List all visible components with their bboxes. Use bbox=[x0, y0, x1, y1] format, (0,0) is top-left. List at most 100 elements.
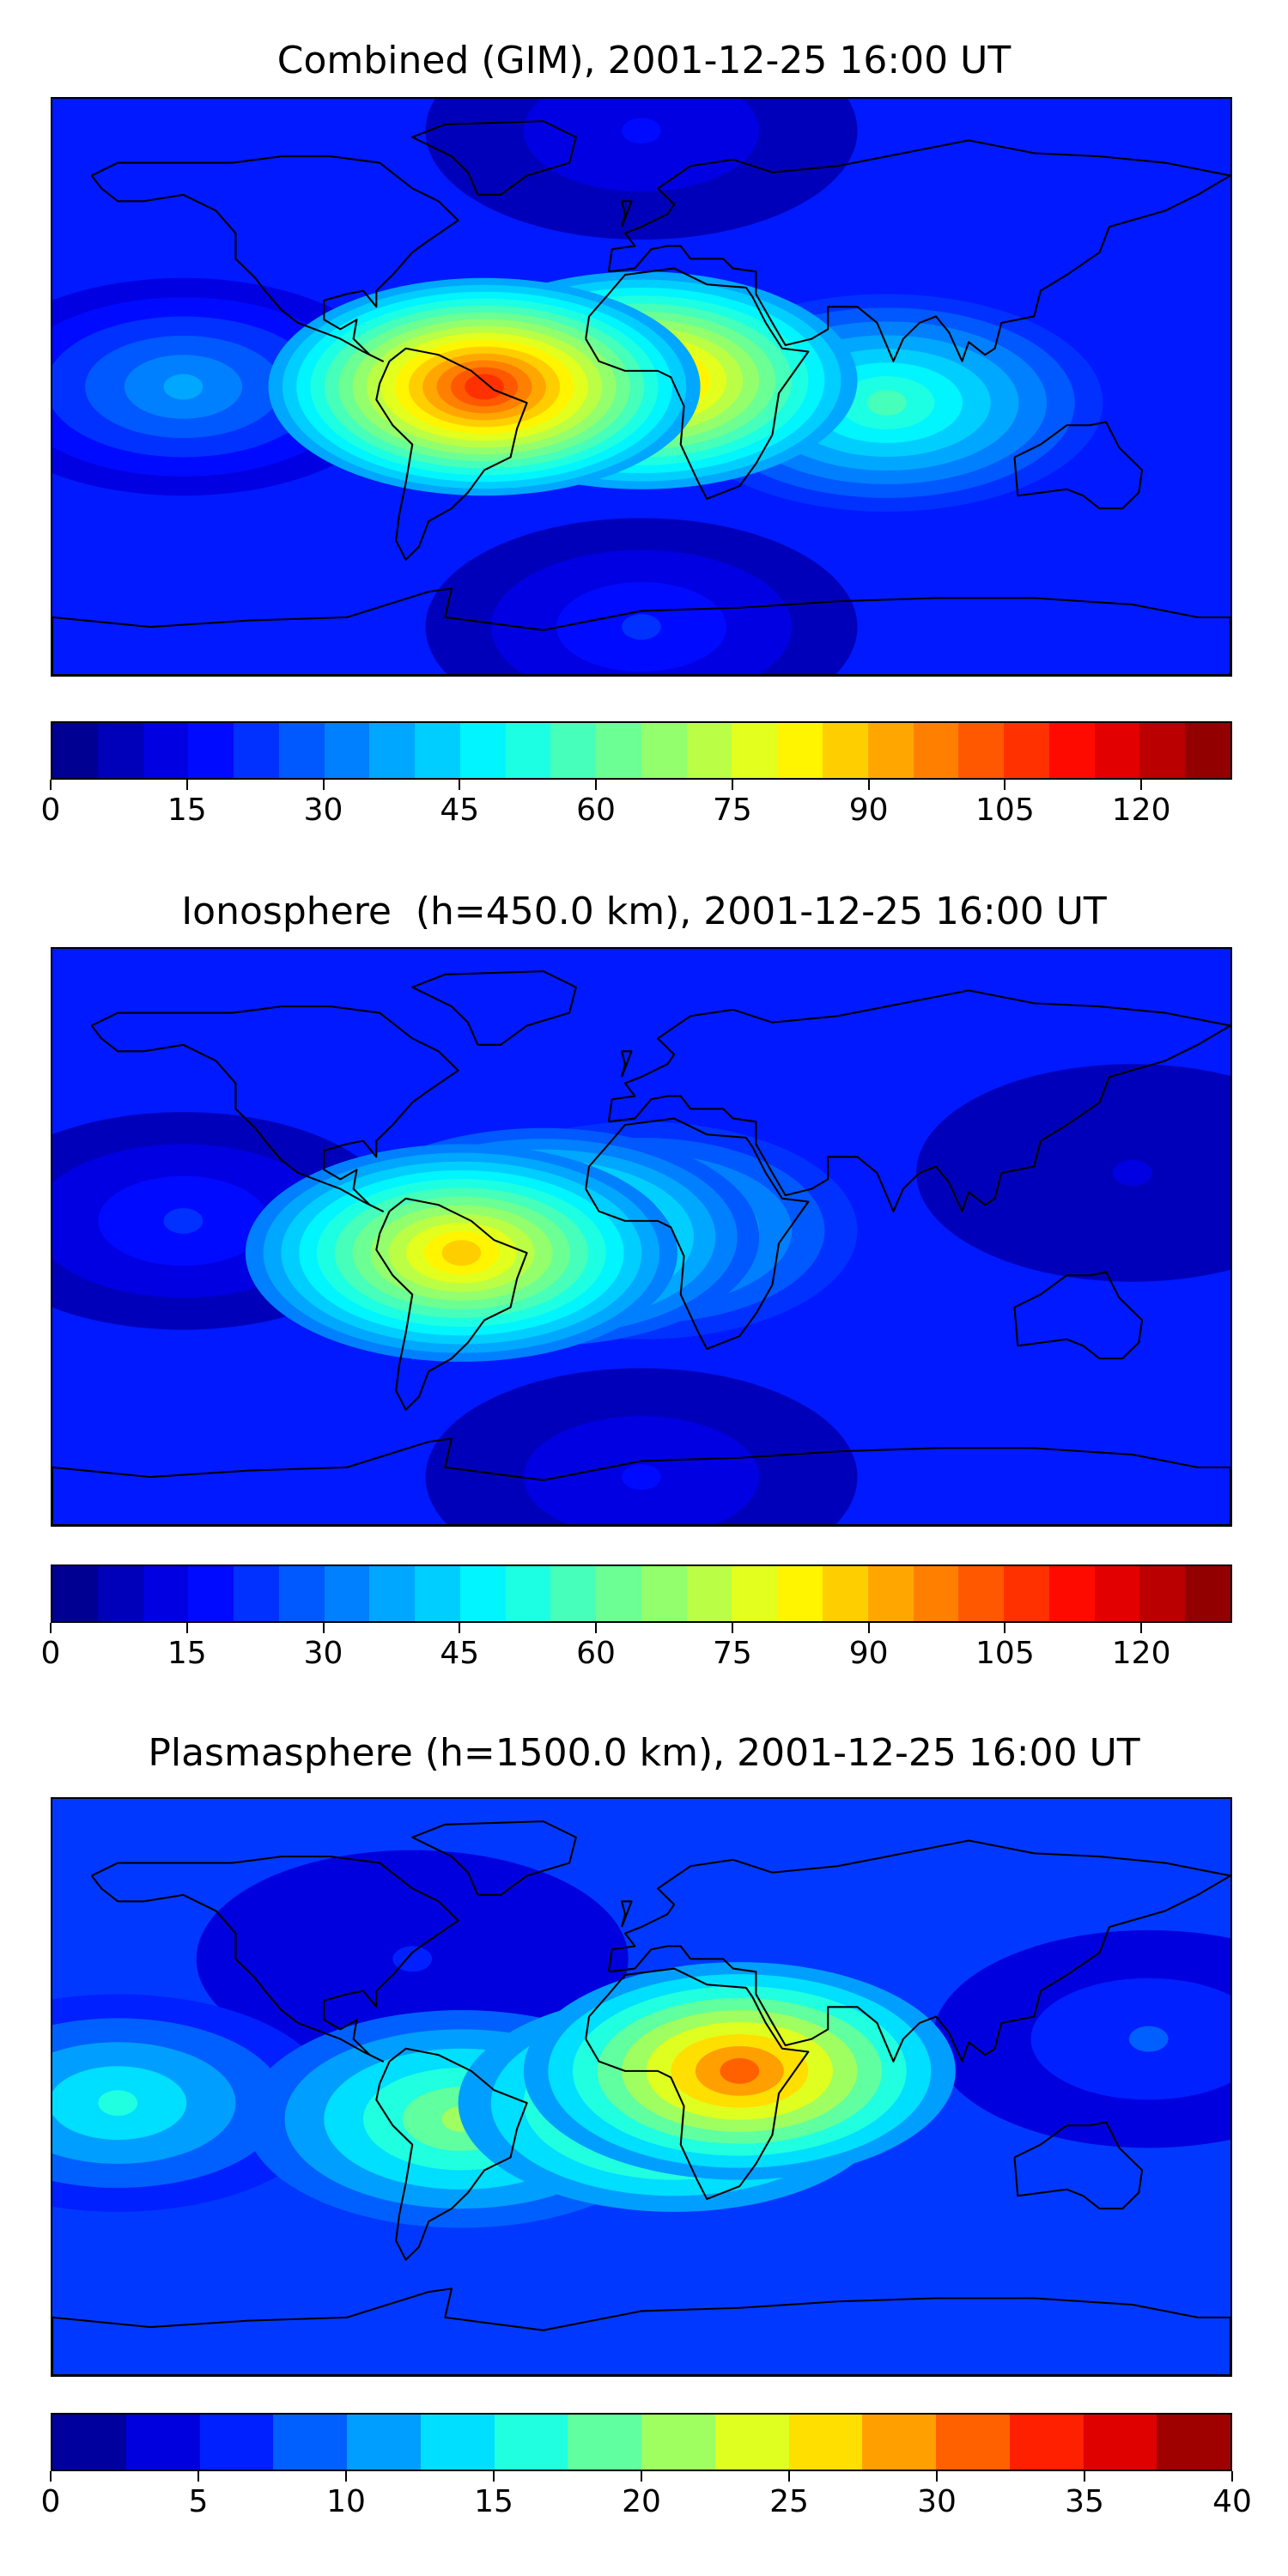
colorbar-tick-label: 60 bbox=[576, 1636, 616, 1671]
contour-level bbox=[523, 99, 760, 192]
contour-level bbox=[392, 1946, 433, 1972]
colorbar-swatch bbox=[1157, 2415, 1230, 2470]
colorbar-tick-label: 15 bbox=[167, 793, 207, 828]
colorbar-swatch bbox=[641, 2415, 715, 2470]
colorbar-tick-label: 90 bbox=[848, 1636, 889, 1671]
colorbar-tick bbox=[197, 2471, 199, 2482]
colorbar-swatch bbox=[862, 2415, 936, 2470]
heatmap-2 bbox=[52, 949, 1230, 1525]
chart-title-2: Ionosphere (h=450.0 km), 2001-12-25 16:0… bbox=[181, 890, 1107, 933]
coastline bbox=[411, 970, 577, 1046]
colorbar-tick-label: 30 bbox=[303, 1636, 343, 1671]
coastline bbox=[585, 1117, 810, 1350]
colorbar-tick-label: 20 bbox=[622, 2484, 661, 2519]
contour-level bbox=[1128, 2026, 1169, 2052]
colorbar-swatch bbox=[459, 1566, 506, 1621]
colorbar-swatch bbox=[1185, 723, 1230, 778]
coastline bbox=[607, 1839, 1230, 2063]
colorbar-tick bbox=[641, 2471, 642, 2482]
contour-level bbox=[622, 1464, 661, 1490]
contour-level bbox=[916, 1064, 1230, 1282]
colorbar-swatch bbox=[823, 723, 868, 778]
contour-level bbox=[163, 1207, 204, 1234]
colorbar-swatch bbox=[52, 2415, 126, 2470]
heatmap-3 bbox=[52, 1799, 1230, 2375]
colorbar-swatch bbox=[234, 1566, 279, 1621]
contour-level bbox=[98, 2090, 138, 2117]
colorbar-tick-label: 90 bbox=[848, 793, 889, 828]
colorbar-tick bbox=[1004, 780, 1006, 790]
heatmap-1 bbox=[52, 99, 1230, 675]
colorbar-swatch bbox=[913, 1566, 959, 1621]
contour-level bbox=[1112, 1160, 1152, 1186]
colorbar-swatch bbox=[1048, 723, 1095, 778]
map-panel-1 bbox=[51, 97, 1232, 677]
colorbar-tick-label: 35 bbox=[1065, 2484, 1104, 2519]
contour-level bbox=[465, 374, 504, 400]
colorbar-tick bbox=[1140, 1623, 1143, 1633]
contour-level bbox=[720, 2057, 760, 2084]
colorbar-swatch bbox=[97, 723, 143, 778]
colorbar-swatch bbox=[568, 2415, 641, 2470]
colorbar-tick bbox=[185, 780, 188, 790]
coastline bbox=[411, 1820, 577, 1896]
contour-level bbox=[866, 390, 907, 416]
colorbar-ticks-3: 0 5 10 15 20 25 30 35 40 bbox=[41, 2471, 1252, 2519]
contour-level bbox=[622, 614, 661, 640]
coastline bbox=[52, 1437, 1230, 1525]
colorbar-swatch bbox=[596, 723, 641, 778]
coastline bbox=[375, 2047, 528, 2261]
colorbar-tick bbox=[322, 780, 325, 790]
colorbar-swatch bbox=[1185, 1566, 1230, 1621]
coastline bbox=[585, 267, 810, 500]
colorbar-tick-label: 30 bbox=[917, 2484, 957, 2519]
coastline bbox=[52, 587, 1230, 675]
colorbar-tick bbox=[493, 2471, 495, 2482]
colorbar-swatch bbox=[1083, 2415, 1157, 2470]
colorbar-swatch bbox=[505, 1566, 551, 1621]
colorbar-swatch bbox=[234, 723, 279, 778]
colorbar-tick bbox=[459, 780, 461, 790]
colorbar-swatch bbox=[97, 1566, 143, 1621]
map-panel-3 bbox=[51, 1797, 1232, 2377]
colorbar-tick-label: 45 bbox=[440, 1636, 480, 1671]
colorbar-swatch bbox=[369, 1566, 416, 1621]
contour-level bbox=[441, 1240, 482, 1267]
coastline bbox=[90, 155, 459, 362]
colorbar-swatch bbox=[324, 723, 370, 778]
coastline bbox=[1013, 421, 1144, 510]
colorbar-swatch bbox=[823, 1566, 868, 1621]
colorbar-tick bbox=[459, 1623, 461, 1633]
colorbar-swatch bbox=[686, 1566, 732, 1621]
map-panel-2 bbox=[51, 947, 1232, 1527]
colorbar-tick-label: 25 bbox=[769, 2484, 809, 2519]
colorbar-3 bbox=[51, 2413, 1232, 2471]
colorbar-tick bbox=[1140, 780, 1143, 790]
colorbar-swatch bbox=[1004, 723, 1049, 778]
colorbar-tick bbox=[50, 1623, 52, 1633]
coastline bbox=[1013, 1271, 1144, 1360]
colorbar-swatch bbox=[641, 723, 687, 778]
coastline bbox=[411, 120, 577, 196]
colorbar-swatch bbox=[1048, 1566, 1095, 1621]
colorbar-swatch bbox=[278, 1566, 325, 1621]
colorbar-tick bbox=[731, 780, 733, 790]
colorbar-tick bbox=[595, 1623, 598, 1633]
colorbar-tick-label: 45 bbox=[440, 793, 480, 828]
colorbar-tick-label: 0 bbox=[40, 1636, 61, 1671]
colorbar-1 bbox=[51, 721, 1232, 780]
colorbar-swatch bbox=[459, 723, 506, 778]
colorbar-swatch bbox=[273, 2415, 347, 2470]
colorbar-swatch bbox=[777, 723, 823, 778]
colorbar-swatch bbox=[369, 723, 416, 778]
colorbar-swatch bbox=[125, 2415, 200, 2470]
colorbar-swatch bbox=[143, 1566, 189, 1621]
colorbar-swatch bbox=[143, 723, 189, 778]
coastline bbox=[52, 2287, 1230, 2375]
colorbar-swatch bbox=[1139, 1566, 1186, 1621]
coastline bbox=[607, 989, 1230, 1212]
colorbar-ticks-2: 0 15 30 45 60 75 90 105 120 bbox=[41, 1623, 1232, 1671]
colorbar-swatch bbox=[550, 1566, 597, 1621]
colorbar-tick bbox=[50, 2471, 52, 2482]
colorbar-tick-label: 10 bbox=[326, 2484, 366, 2519]
